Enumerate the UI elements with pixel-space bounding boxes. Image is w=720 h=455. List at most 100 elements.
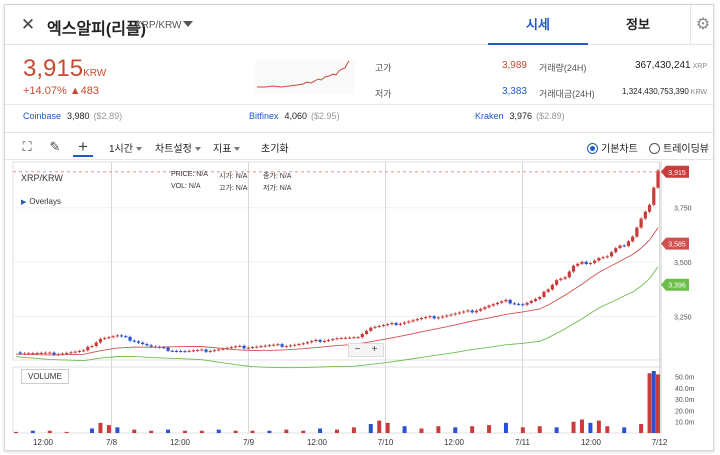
candle-body [449, 314, 453, 316]
volume-toggle[interactable]: VOLUME [21, 369, 69, 384]
candle-body [183, 351, 187, 353]
zoom-in-button[interactable]: + [371, 344, 378, 355]
indicators-menu[interactable]: 지표 [213, 140, 241, 155]
volume-bar [419, 428, 424, 433]
candle-body [276, 344, 280, 346]
price-chart[interactable]: 3,250 3,500 3,750 12:00 7/8 12:00 7/9 12:00 7/10… [5, 5, 714, 451]
candle-body [559, 278, 563, 281]
interval-select[interactable]: 1시간 [109, 140, 142, 155]
moving-average-line [15, 227, 659, 356]
basic-chart-label: 기본차트 [601, 144, 638, 155]
volume-panel-frame [12, 366, 662, 434]
candle-body [500, 301, 504, 303]
basic-chart-radio[interactable]: 기본차트 [587, 140, 638, 155]
high-value: 3,989 [501, 60, 527, 71]
exchange-name[interactable]: Kraken [475, 111, 504, 121]
candle-body [43, 352, 48, 354]
volume-bar [90, 428, 95, 433]
volume-bar [503, 422, 508, 433]
candle-body [39, 352, 43, 354]
zoom-out-button[interactable]: − [354, 344, 361, 355]
gear-icon[interactable]: ⚙ [690, 5, 713, 45]
reset-button[interactable]: 초기화 [261, 144, 289, 155]
volume-bar [520, 427, 525, 433]
candle-body [136, 341, 141, 343]
exchange-kraken[interactable]: Kraken 3,976 ($2.89) [475, 111, 565, 121]
candle-body [301, 343, 305, 345]
candle-body [445, 315, 449, 317]
candle-body [538, 297, 542, 299]
x-tick-label: 12:00 [307, 438, 328, 447]
candle-body [652, 187, 656, 205]
candle-body [352, 337, 356, 339]
amount-label: 거래대금(24H) [539, 89, 595, 99]
volume-bar [368, 423, 373, 433]
candle-body [647, 204, 652, 212]
volume-bar [301, 430, 306, 433]
volume-bar [335, 429, 339, 433]
chart-settings-menu[interactable]: 차트설정 [155, 140, 201, 155]
candle-body [618, 245, 622, 249]
sparkline-chart [255, 60, 355, 94]
candle-body [141, 342, 145, 345]
candle-body [204, 349, 208, 352]
candle-body [331, 339, 335, 341]
overlays-toggle[interactable]: ▶ Overlays [21, 197, 61, 206]
volume-unit: XRP [692, 63, 707, 70]
tradingview-label: 트레이딩뷰 [663, 144, 709, 155]
candle-body [424, 317, 428, 319]
candle-body [297, 344, 301, 346]
candle-body [656, 170, 660, 188]
candle-body [242, 345, 246, 349]
close-icon[interactable]: ✕ [20, 15, 36, 34]
ma1-badge-bg [661, 237, 689, 250]
candle-body [326, 339, 331, 341]
volume-bar [470, 426, 475, 433]
ohlc-label: 고가: [219, 185, 234, 192]
candle-body [119, 335, 124, 337]
overlays-label: Overlays [29, 197, 61, 206]
candle-body [517, 303, 521, 305]
candle-body [614, 248, 618, 253]
candle-body [369, 327, 373, 331]
ma1-badge: 3,585 [668, 242, 686, 249]
candle-body [491, 304, 495, 306]
candle-body [73, 351, 77, 353]
chevron-down-icon[interactable] [183, 21, 193, 27]
volume-bar [436, 426, 441, 433]
candle-body [115, 335, 119, 337]
current-price-badge: 3,915 [668, 170, 686, 177]
volume-bar [318, 428, 323, 433]
volume-bar [166, 429, 171, 433]
volume-bar [651, 371, 656, 433]
candle-body [77, 350, 81, 352]
candle-body [508, 299, 512, 304]
candle-body [246, 347, 250, 349]
candle-body [479, 308, 483, 311]
x-tick-label: 12:00 [444, 438, 465, 447]
exchange-name[interactable]: Bitfinex [249, 111, 279, 121]
crosshair-icon[interactable]: + [73, 137, 93, 157]
candle-body [60, 353, 65, 355]
volume-tick-label: 40.0m [675, 386, 695, 393]
y-tick-label: 3,500 [674, 260, 692, 267]
candle-body [626, 241, 631, 246]
fullscreen-icon[interactable]: ⛶ [22, 139, 32, 154]
candle-body [263, 345, 267, 347]
exchange-coinbase[interactable]: Coinbase 3,980 ($2.89) [23, 111, 122, 121]
tab-info[interactable]: 정보 [626, 17, 650, 32]
volume-bar [199, 430, 204, 433]
exchange-bitfinex[interactable]: Bitfinex 4,060 ($2.95) [249, 111, 340, 121]
candle-body [495, 302, 500, 305]
candle-body [229, 347, 234, 349]
ma2-badge: 3,396 [668, 283, 686, 290]
candle-body [250, 347, 255, 349]
exchange-name[interactable]: Coinbase [23, 111, 62, 121]
exchange-price: 3,976 [509, 111, 533, 121]
candle-body [432, 316, 436, 319]
pencil-icon[interactable]: ✎ [49, 139, 61, 154]
tradingview-radio[interactable]: 트레이딩뷰 [649, 140, 709, 155]
candle-body [221, 348, 225, 350]
tab-market[interactable]: 시세 [488, 5, 588, 45]
candle-body [187, 350, 191, 352]
